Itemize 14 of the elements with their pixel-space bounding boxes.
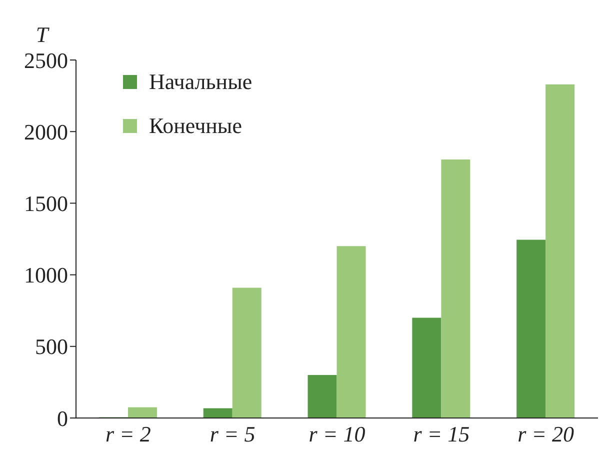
x-tick-label: r = 20: [518, 422, 574, 447]
y-tick-label: 500: [35, 334, 68, 360]
y-axis-title: T: [36, 22, 50, 47]
legend-label: Конечные: [149, 113, 242, 139]
y-tick-label: 2000: [24, 119, 68, 144]
y-tick-label: 0: [57, 406, 68, 431]
y-tick-label: 1500: [24, 191, 68, 216]
y-tick-label: 1000: [24, 262, 68, 288]
x-tick-label: r = 5: [210, 422, 256, 447]
x-tick-label: r = 2: [105, 422, 151, 447]
x-tick-label: r = 10: [308, 422, 366, 447]
legend-label: Начальные: [149, 69, 252, 95]
y-tick-label: 2500: [24, 48, 68, 73]
x-tick-label: r = 15: [413, 422, 470, 447]
